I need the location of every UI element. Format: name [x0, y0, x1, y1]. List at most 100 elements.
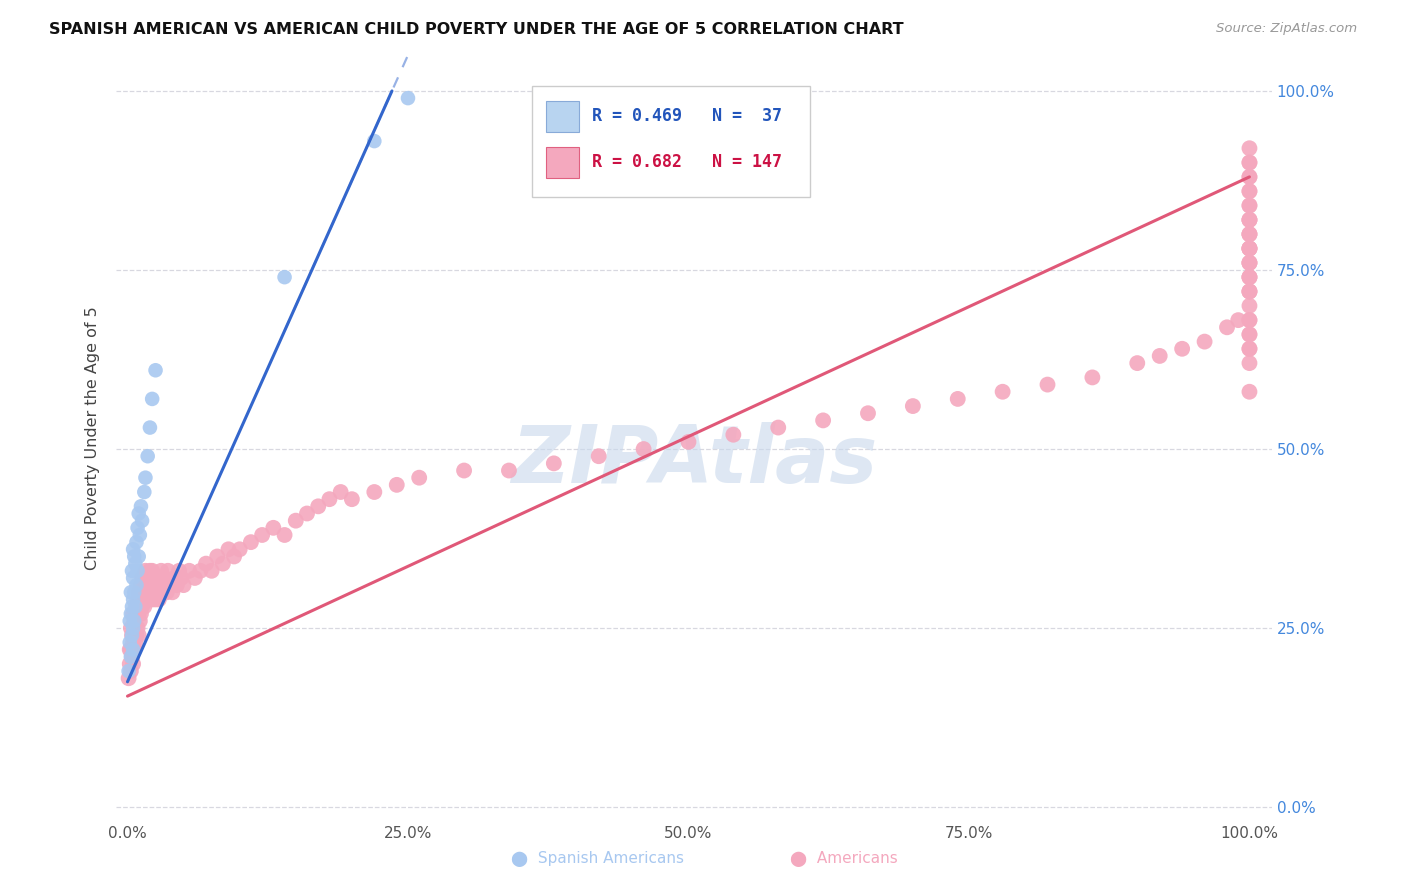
- Point: [146, 578, 169, 592]
- Point: [138, 585, 160, 599]
- Point: [122, 592, 145, 607]
- Point: [134, 564, 156, 578]
- Point: [1239, 242, 1261, 256]
- Point: [120, 621, 142, 635]
- Point: [125, 628, 148, 642]
- Point: [768, 420, 790, 434]
- Point: [273, 528, 295, 542]
- Point: [340, 492, 363, 507]
- Point: [207, 549, 229, 564]
- Point: [1239, 198, 1261, 212]
- Point: [385, 478, 408, 492]
- Point: [262, 521, 284, 535]
- Point: [167, 564, 190, 578]
- Point: [1239, 184, 1261, 198]
- Point: [1239, 141, 1261, 155]
- Point: [124, 599, 146, 614]
- Point: [127, 621, 149, 635]
- Point: [150, 564, 173, 578]
- Point: [1239, 212, 1261, 227]
- Point: [811, 413, 834, 427]
- Point: [159, 578, 181, 592]
- Point: [139, 564, 162, 578]
- Point: [122, 607, 145, 621]
- Point: [120, 649, 142, 664]
- Bar: [546, 101, 578, 132]
- Point: [396, 91, 419, 105]
- Point: [1239, 299, 1261, 313]
- Point: [723, 427, 745, 442]
- Point: [134, 599, 156, 614]
- Point: [1126, 356, 1149, 370]
- Point: [1194, 334, 1216, 349]
- Point: [1239, 327, 1261, 342]
- Point: [408, 471, 430, 485]
- Point: [124, 607, 146, 621]
- Point: [1239, 285, 1261, 299]
- Point: [1239, 212, 1261, 227]
- Point: [173, 578, 195, 592]
- Point: [1239, 270, 1261, 285]
- Point: [122, 614, 145, 628]
- Point: [149, 571, 172, 585]
- Point: [453, 463, 475, 477]
- Point: [1239, 184, 1261, 198]
- Point: [150, 585, 173, 599]
- Point: [201, 564, 224, 578]
- Point: [329, 485, 352, 500]
- Point: [184, 571, 207, 585]
- Point: [128, 607, 150, 621]
- Point: [128, 528, 150, 542]
- Point: [142, 578, 165, 592]
- Point: [136, 571, 159, 585]
- Point: [162, 585, 184, 599]
- Point: [1081, 370, 1104, 384]
- Point: [132, 592, 155, 607]
- Point: [139, 420, 162, 434]
- Point: [129, 500, 152, 514]
- Point: [125, 599, 148, 614]
- Point: [1239, 227, 1261, 242]
- Point: [588, 449, 610, 463]
- Point: [156, 585, 179, 599]
- Point: [1149, 349, 1171, 363]
- Point: [633, 442, 655, 456]
- Point: [118, 614, 141, 628]
- Point: [295, 507, 318, 521]
- Point: [1239, 313, 1261, 327]
- Text: R = 0.469   N =  37: R = 0.469 N = 37: [592, 107, 782, 126]
- Point: [127, 592, 149, 607]
- Point: [239, 535, 262, 549]
- Point: [148, 592, 170, 607]
- Point: [125, 535, 148, 549]
- Point: [363, 134, 385, 148]
- Point: [156, 564, 179, 578]
- Point: [127, 564, 149, 578]
- Point: [120, 607, 142, 621]
- Point: [121, 564, 143, 578]
- Point: [122, 621, 145, 635]
- Text: ⬤  Spanish Americans: ⬤ Spanish Americans: [510, 851, 685, 867]
- Point: [122, 549, 145, 564]
- Point: [136, 449, 159, 463]
- Point: [121, 628, 143, 642]
- Text: Source: ZipAtlas.com: Source: ZipAtlas.com: [1216, 22, 1357, 36]
- Point: [122, 571, 145, 585]
- Point: [1239, 285, 1261, 299]
- Point: [946, 392, 969, 406]
- Point: [128, 592, 150, 607]
- Point: [122, 614, 145, 628]
- Point: [190, 564, 212, 578]
- Point: [128, 628, 150, 642]
- Point: [901, 399, 924, 413]
- Point: [1239, 270, 1261, 285]
- Point: [1171, 342, 1194, 356]
- Point: [1239, 285, 1261, 299]
- Point: [118, 635, 141, 649]
- Point: [141, 592, 163, 607]
- Point: [136, 592, 159, 607]
- Point: [1239, 256, 1261, 270]
- Point: [1239, 270, 1261, 285]
- Point: [139, 585, 162, 599]
- Point: [856, 406, 879, 420]
